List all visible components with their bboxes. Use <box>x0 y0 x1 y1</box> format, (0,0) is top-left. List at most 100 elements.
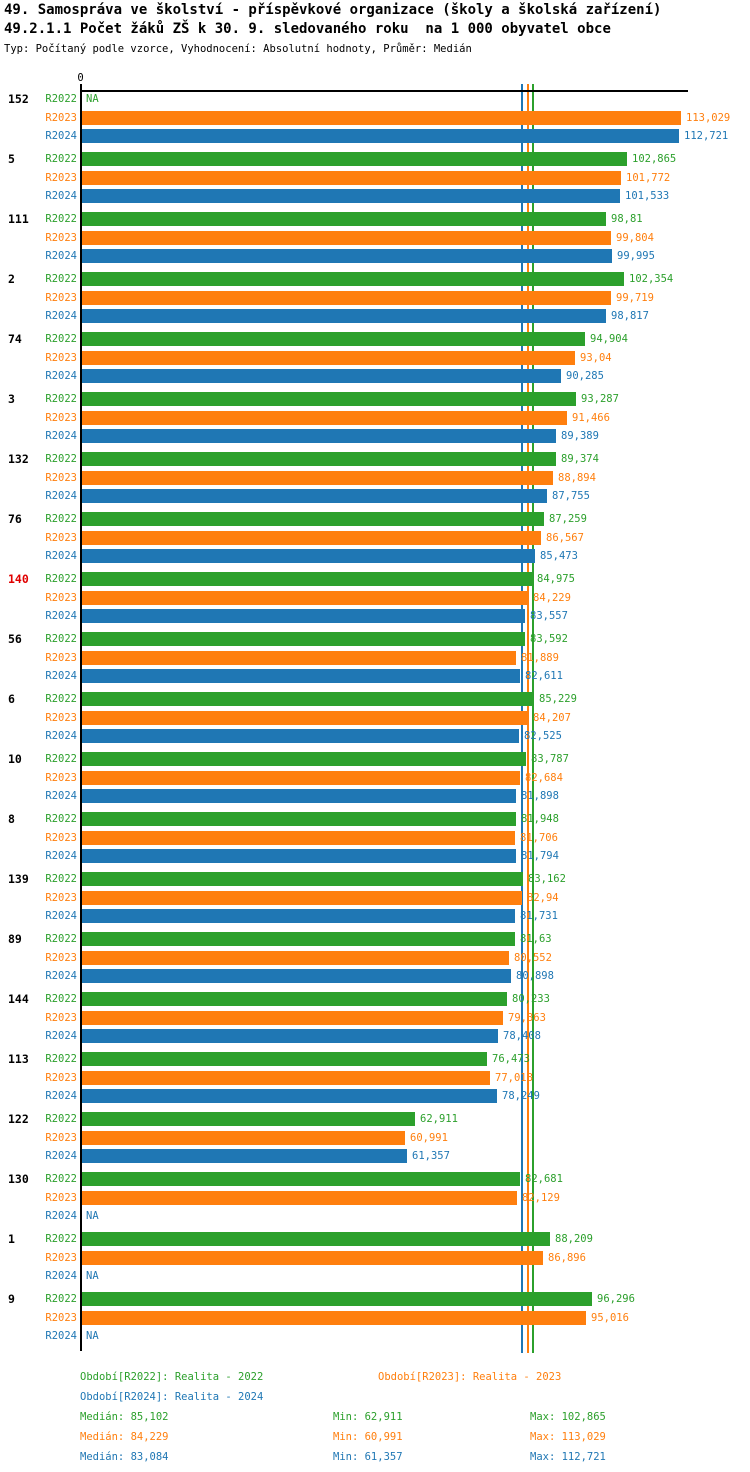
series-row-label: R2023 <box>45 1252 77 1264</box>
bar-value-label: 85,229 <box>539 693 577 705</box>
series-row-label: R2023 <box>45 232 77 244</box>
series-row-label: R2023 <box>45 172 77 184</box>
bar-value-label: 81,731 <box>520 910 558 922</box>
series-row-label: R2024 <box>45 850 77 862</box>
bar-value-label: 87,755 <box>552 490 590 502</box>
series-row-label: R2024 <box>45 910 77 922</box>
bar-value-label: 81,898 <box>521 790 559 802</box>
bar-value-label: 87,259 <box>549 513 587 525</box>
category-label: 2 <box>8 272 15 286</box>
series-row-label: R2024 <box>45 1030 77 1042</box>
series-row-label: R2024 <box>45 670 77 682</box>
category-label: 3 <box>8 392 15 406</box>
category-label: 111 <box>8 212 29 226</box>
bar-r2023 <box>82 711 528 725</box>
bar-r2023 <box>82 351 575 365</box>
bar-r2024 <box>82 549 535 563</box>
series-row-label: R2024 <box>45 1150 77 1162</box>
series-row-label: R2024 <box>45 250 77 262</box>
series-row-label: R2022 <box>45 1113 77 1125</box>
series-row-label: R2024 <box>45 550 77 562</box>
bar-r2024 <box>82 669 520 683</box>
bar-r2023 <box>82 531 541 545</box>
series-row-label: R2023 <box>45 1192 77 1204</box>
series-row-label: R2022 <box>45 933 77 945</box>
series-row-label: R2023 <box>45 1072 77 1084</box>
bar-value-label: 83,592 <box>530 633 568 645</box>
bar-r2024 <box>82 429 556 443</box>
bar-value-label: 99,804 <box>616 232 654 244</box>
category-label: 152 <box>8 92 29 106</box>
bar-value-label: 62,911 <box>420 1113 458 1125</box>
series-row-label: R2023 <box>45 832 77 844</box>
bar-r2023 <box>82 831 515 845</box>
category-label: 130 <box>8 1172 29 1186</box>
chart-type-info: Typ: Počítaný podle vzorce, Vyhodnocení:… <box>4 43 472 55</box>
bar-r2022 <box>82 812 516 826</box>
series-row-label: R2023 <box>45 472 77 484</box>
series-row-label: R2022 <box>45 573 77 585</box>
bar-value-label: 60,991 <box>410 1132 448 1144</box>
series-row-label: R2022 <box>45 513 77 525</box>
bar-value-label: 80,898 <box>516 970 554 982</box>
bar-r2024 <box>82 729 519 743</box>
category-label: 8 <box>8 812 15 826</box>
series-row-label: R2024 <box>45 1210 77 1222</box>
series-row-label: R2022 <box>45 393 77 405</box>
median-line-r2023 <box>527 84 529 1353</box>
series-row-label: R2023 <box>45 352 77 364</box>
category-label: 74 <box>8 332 22 346</box>
bar-value-label: 61,357 <box>412 1150 450 1162</box>
series-row-label: R2023 <box>45 1312 77 1324</box>
series-row-label: R2022 <box>45 1053 77 1065</box>
bar-value-label: 95,016 <box>591 1312 629 1324</box>
bar-value-label: 98,81 <box>611 213 643 225</box>
series-row-label: R2024 <box>45 610 77 622</box>
bar-r2023 <box>82 411 567 425</box>
bar-r2024 <box>82 129 679 143</box>
category-label: 113 <box>8 1052 29 1066</box>
bar-r2022 <box>82 332 585 346</box>
bar-r2023 <box>82 291 611 305</box>
series-row-label: R2024 <box>45 790 77 802</box>
bar-value-label: 88,894 <box>558 472 596 484</box>
bar-r2022 <box>82 272 624 286</box>
bar-r2023 <box>82 891 522 905</box>
bar-r2023 <box>82 171 621 185</box>
series-row-label: R2023 <box>45 952 77 964</box>
bar-value-label: 83,162 <box>528 873 566 885</box>
bar-value-label: 77,018 <box>495 1072 533 1084</box>
category-label: 140 <box>8 572 29 586</box>
bar-r2022 <box>82 1112 415 1126</box>
bar-r2022 <box>82 752 526 766</box>
bar-r2024 <box>82 369 561 383</box>
category-label: 9 <box>8 1292 15 1306</box>
x-axis-origin-label: 0 <box>77 72 84 84</box>
bar-value-label: 81,948 <box>521 813 559 825</box>
bar-value-label: 89,374 <box>561 453 599 465</box>
bar-value-label: 113,029 <box>686 112 731 124</box>
y-axis-line <box>80 84 82 1351</box>
series-row-label: R2024 <box>45 490 77 502</box>
bar-r2024 <box>82 189 620 203</box>
bar-r2022 <box>82 992 507 1006</box>
bar-value-label: 99,995 <box>617 250 655 262</box>
series-row-label: R2023 <box>45 1132 77 1144</box>
series-row-label: R2023 <box>45 1012 77 1024</box>
median-stat-r2024: Medián: 83,084 <box>80 1451 169 1463</box>
series-row-label: R2022 <box>45 153 77 165</box>
bar-r2022 <box>82 212 606 226</box>
category-label: 1 <box>8 1232 15 1246</box>
bar-r2023 <box>82 591 528 605</box>
bar-r2022 <box>82 1172 520 1186</box>
bar-r2022 <box>82 1052 487 1066</box>
category-label: 5 <box>8 152 15 166</box>
series-row-label: R2023 <box>45 412 77 424</box>
series-row-label: R2023 <box>45 592 77 604</box>
bar-value-label: 78,249 <box>502 1090 540 1102</box>
bar-r2022 <box>82 1292 592 1306</box>
bar-r2024 <box>82 489 547 503</box>
series-row-label: R2024 <box>45 1090 77 1102</box>
bar-value-label: 81,63 <box>520 933 552 945</box>
